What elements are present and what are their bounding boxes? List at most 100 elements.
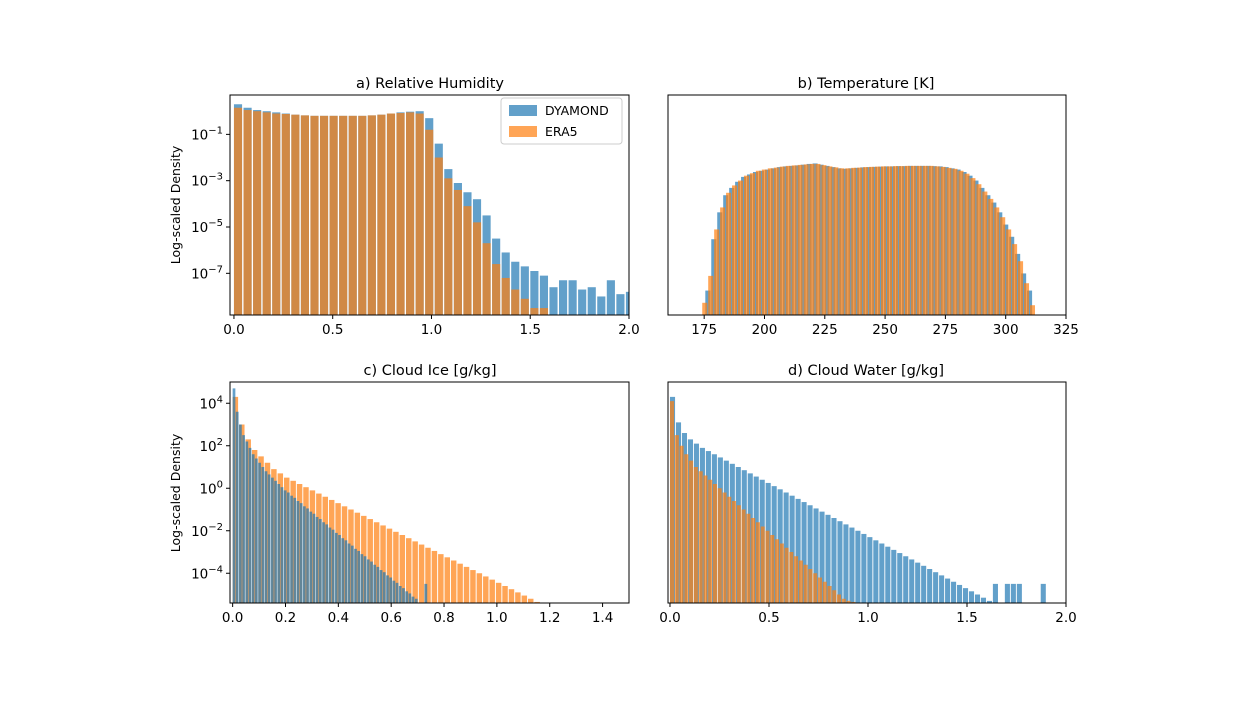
bar-c-dyamond-19 [293, 497, 297, 603]
bar-a-era5-19 [415, 113, 424, 315]
bar-c-era5-11 [303, 487, 309, 603]
bar-b-era5-8 [749, 173, 755, 315]
bar-b-dyamond-32 [890, 166, 896, 315]
bar-c-era5-37 [470, 570, 476, 603]
bar-d-dyamond-62 [1040, 583, 1046, 604]
bar-b-era5-50 [1000, 217, 1006, 315]
xtick-label-a-3: 1.5 [519, 322, 540, 338]
bar-d-era5-34 [832, 590, 837, 603]
xtick-label-d-2: 1.0 [857, 610, 878, 626]
ytick-label-a-1: 10−5 [191, 218, 223, 236]
panel-a-title: a) Relative Humidity [356, 76, 504, 92]
xtick-label-a-2: 1.0 [421, 322, 442, 338]
bar-c-dyamond-45 [376, 566, 380, 604]
bar-b-dyamond-55 [1027, 290, 1033, 315]
bar-c-dyamond-39 [357, 550, 361, 603]
bar-b-era5-2 [714, 229, 720, 315]
xtick-label-d-1: 0.5 [758, 610, 779, 626]
bar-d-dyamond-34 [873, 540, 879, 603]
bar-c-dyamond-1 [235, 411, 239, 603]
bar-c-dyamond-13 [274, 480, 277, 603]
bar-a-dyamond-40 [616, 294, 625, 315]
bar-a-dyamond-29 [511, 261, 520, 315]
bar-b-era5-43 [958, 170, 964, 315]
bar-d-era5-38 [851, 601, 856, 603]
bar-b-dyamond-6 [735, 181, 741, 315]
ytick-label-a-3: 10−1 [191, 125, 223, 143]
bar-c-dyamond-60 [424, 583, 428, 604]
bar-d-era5-9 [712, 484, 717, 603]
bar-d-era5-23 [779, 543, 784, 603]
bar-c-era5-4 [258, 456, 264, 604]
bar-a-era5-21 [434, 157, 443, 315]
bar-b-era5-13 [779, 166, 785, 315]
bar-b-dyamond-30 [878, 166, 884, 315]
bar-c-dyamond-33 [338, 535, 341, 603]
bar-c-era5-24 [386, 528, 393, 604]
bar-a-era5-22 [444, 178, 453, 315]
bar-d-dyamond-33 [867, 537, 873, 604]
bar-d-era5-28 [803, 564, 808, 603]
bar-b-era5-36 [916, 165, 922, 315]
bar-c-era5-44 [515, 592, 521, 604]
bar-c-dyamond-5 [248, 447, 252, 604]
bar-d-dyamond-22 [801, 502, 807, 603]
ytick-label-a-2: 10−3 [191, 172, 223, 190]
bar-b-era5-39 [934, 166, 940, 315]
bar-b-era5-9 [755, 170, 761, 315]
bar-c-era5-14 [322, 496, 328, 603]
bar-c-era5-43 [508, 589, 515, 603]
bar-b-dyamond-52 [1009, 236, 1015, 315]
bar-d-era5-33 [827, 586, 832, 603]
bar-d-era5-12 [727, 496, 732, 603]
bar-d-era5-5 [693, 467, 698, 603]
legend-label-dyamond: DYAMOND [545, 103, 609, 118]
bar-b-dyamond-9 [752, 172, 759, 315]
bar-d-dyamond-26 [825, 514, 831, 603]
bar-b-era5-28 [869, 166, 875, 315]
xtick-label-c-0: 0.0 [222, 610, 243, 626]
bar-d-dyamond-27 [831, 518, 837, 603]
bar-c-era5-33 [444, 557, 450, 603]
bar-c-era5-1 [239, 424, 245, 603]
bar-c-era5-36 [463, 566, 470, 604]
xtick-label-b-6: 325 [1053, 322, 1079, 338]
bar-d-dyamond-29 [843, 524, 849, 604]
bar-a-era5-20 [425, 129, 434, 315]
bar-b-era5-44 [964, 173, 970, 315]
bar-c-dyamond-40 [360, 554, 364, 604]
xtick-label-b-2: 225 [812, 322, 838, 338]
bar-b-era5-32 [892, 166, 898, 315]
bar-c-era5-23 [380, 525, 386, 603]
bar-d-era5-29 [808, 569, 813, 603]
bar-b-era5-6 [738, 180, 744, 315]
bar-a-era5-31 [530, 308, 539, 315]
bar-d-dyamond-54 [992, 583, 998, 604]
bar-d-dyamond-37 [891, 549, 897, 604]
bar-b-era5-45 [970, 178, 976, 315]
bar-c-dyamond-30 [328, 527, 332, 603]
ytick-label-c-2: 100 [199, 479, 223, 497]
bar-d-dyamond-49 [963, 588, 969, 604]
bar-d-era5-14 [736, 505, 741, 603]
bar-b-era5-11 [767, 168, 773, 315]
bar-b-dyamond-15 [788, 165, 794, 315]
bar-b-era5-15 [791, 165, 797, 315]
bar-d-dyamond-50 [968, 591, 975, 603]
bar-b-era5-40 [940, 166, 946, 315]
xtick-label-b-5: 300 [993, 322, 1019, 338]
bar-c-dyamond-42 [366, 559, 370, 603]
bar-c-era5-29 [418, 544, 425, 603]
bar-a-era5-2 [253, 111, 262, 316]
bar-d-era5-21 [770, 535, 775, 603]
bar-a-era5-25 [472, 222, 482, 315]
bar-c-dyamond-27 [318, 519, 322, 603]
bar-c-dyamond-38 [354, 548, 357, 603]
bar-c-dyamond-24 [309, 511, 313, 604]
panel-b-ticks: 175 200 225 250 275 300 325 [691, 315, 1079, 338]
bar-b-era5-47 [982, 191, 988, 315]
bar-b-dyamond-54 [1021, 273, 1027, 315]
panel-d-title: d) Cloud Water [g/kg] [788, 363, 944, 379]
bar-b-era5-19 [815, 163, 821, 315]
bar-b-dyamond-49 [991, 202, 997, 315]
